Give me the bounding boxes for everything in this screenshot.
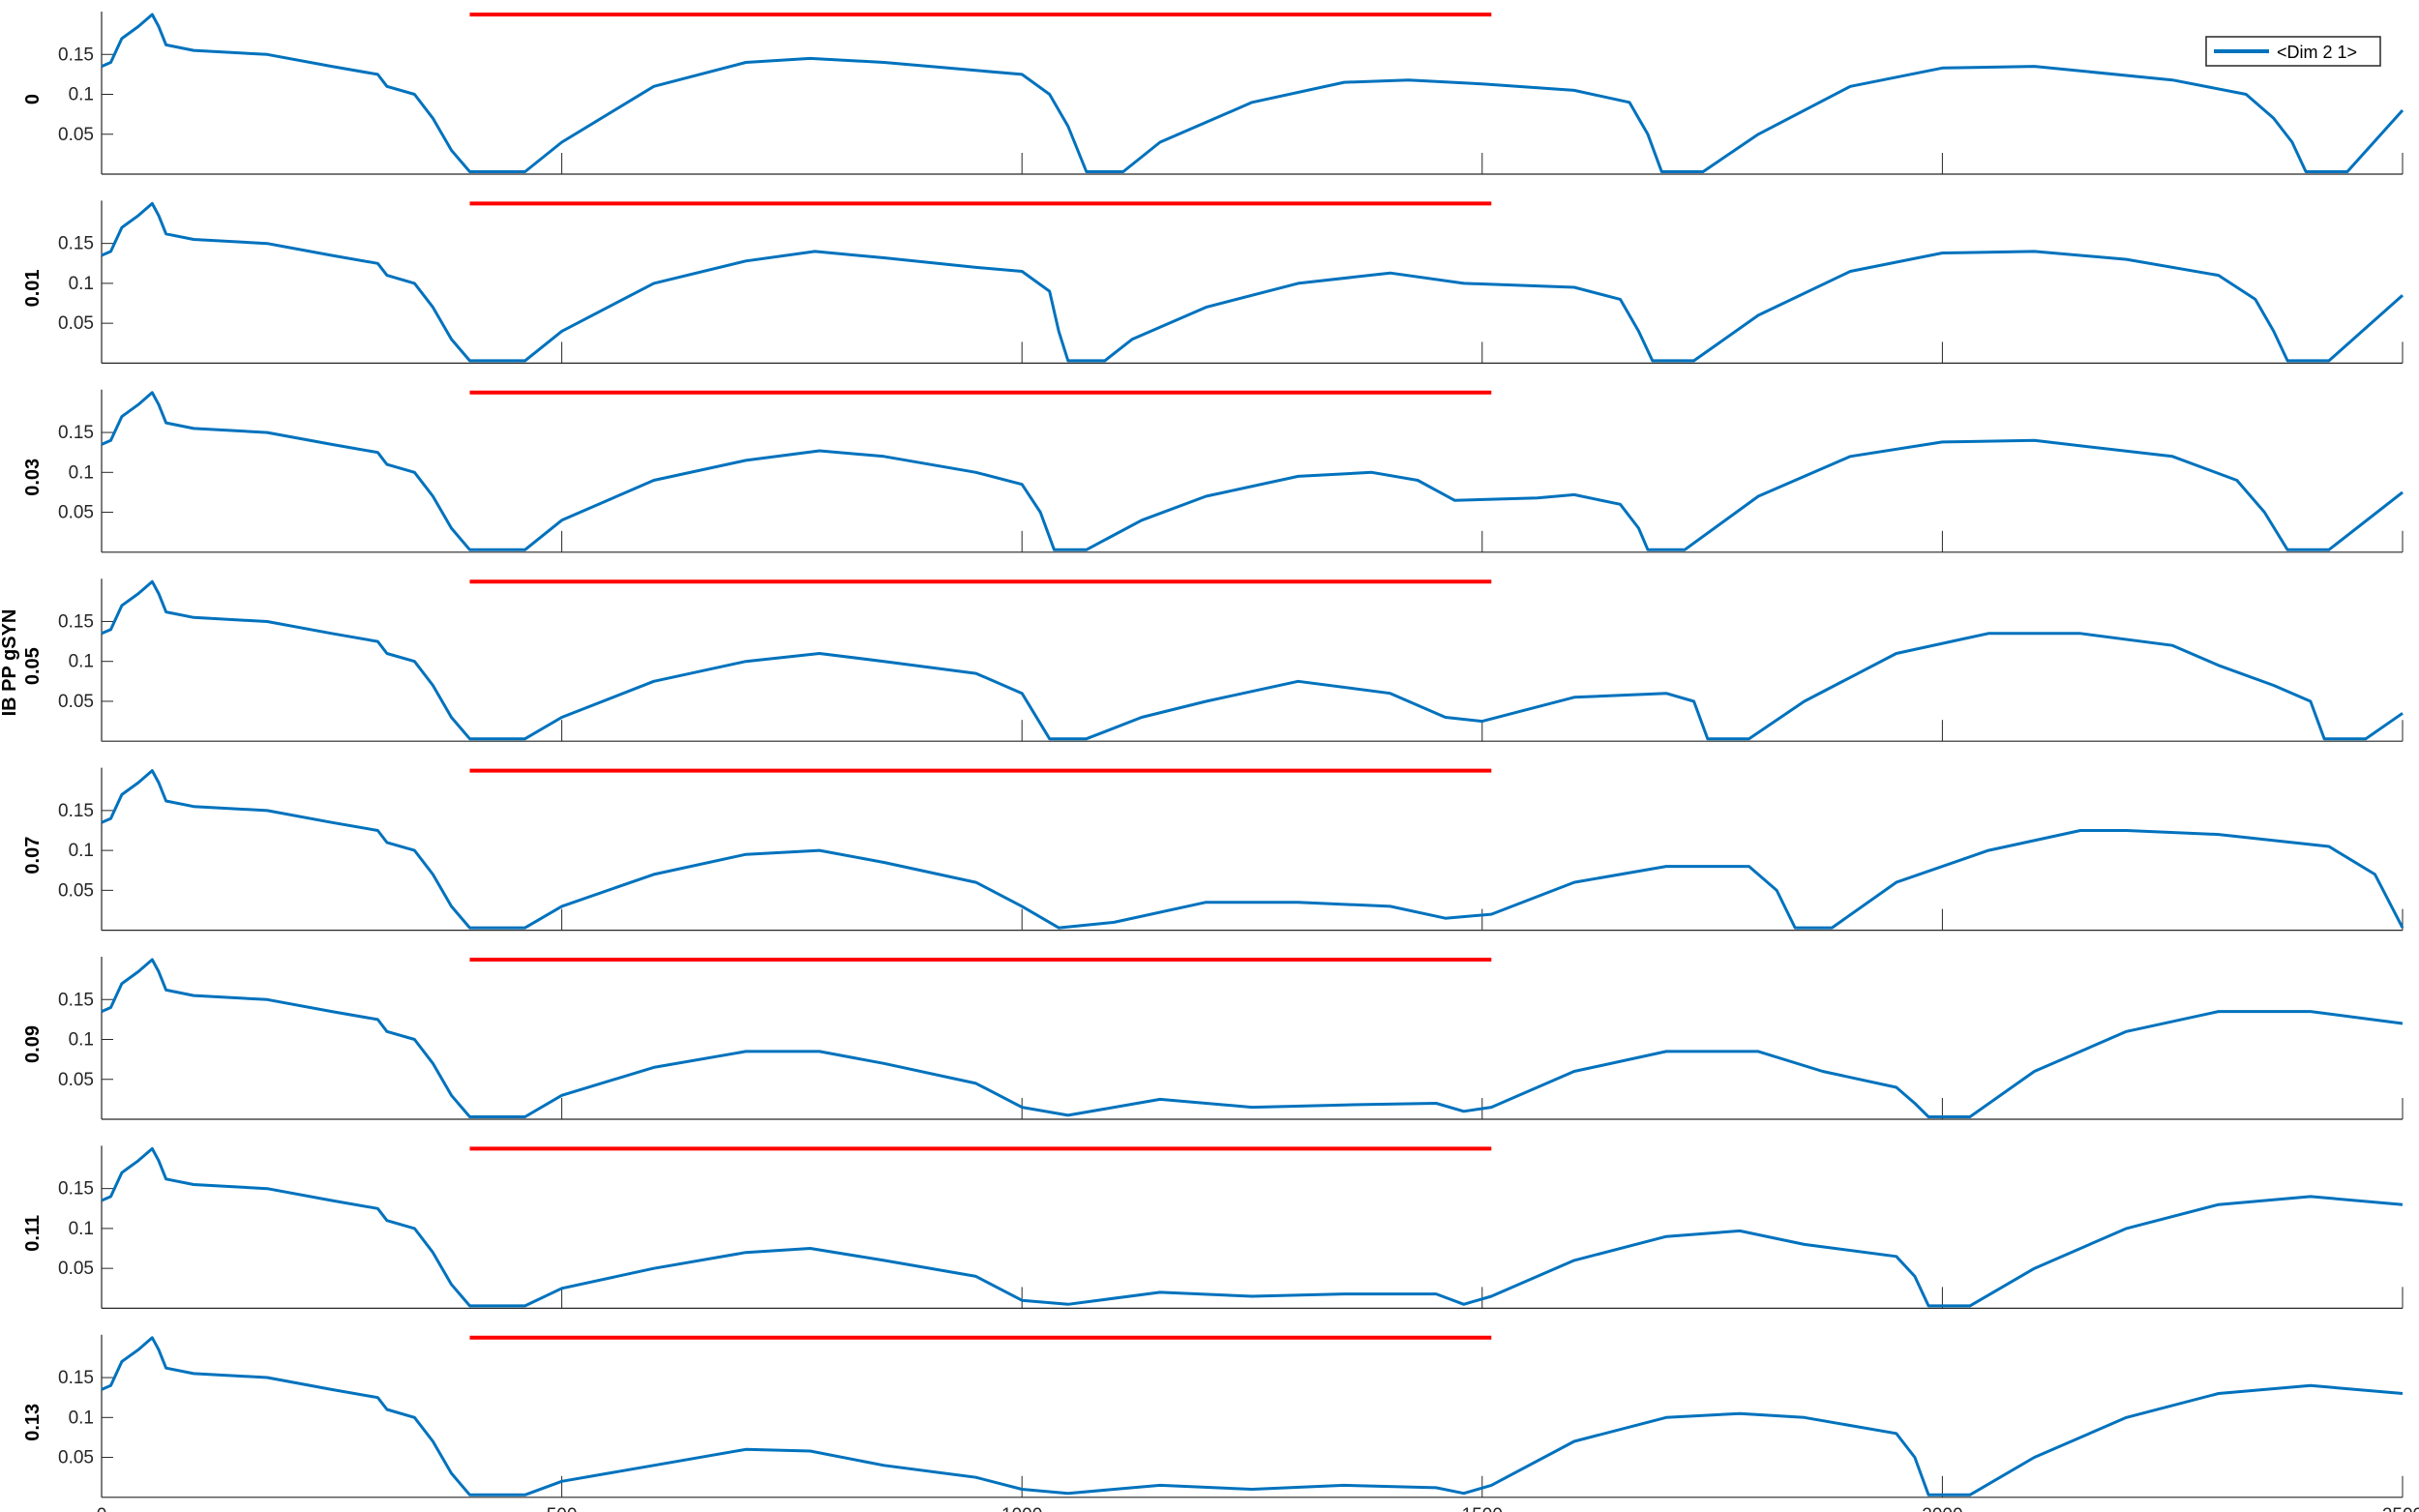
- panel-0.07: 0.05 0.1 0.15 0.07: [22, 767, 2404, 932]
- y-tick-label: 0.1: [69, 274, 94, 294]
- panel-0.11: 0.05 0.1 0.15 0.11: [22, 1145, 2404, 1310]
- y-tick-label: 0.1: [69, 841, 94, 861]
- y-tick-label: 0.15: [58, 990, 94, 1010]
- y-tick-label: 0.1: [69, 652, 94, 672]
- panel-0.01: 0.05 0.1 0.15 0.01: [22, 200, 2404, 364]
- series-line: [101, 579, 2404, 741]
- series-line: [101, 769, 2404, 930]
- panel-label: 0: [22, 94, 44, 104]
- y-tick-label: 0.05: [58, 1448, 94, 1468]
- y-tick-label: 0.15: [58, 801, 94, 821]
- panel-0: 0.05 0.1 0.15 0: [22, 12, 2404, 175]
- y-tick-label: 0.05: [58, 1070, 94, 1090]
- panel-label: 0.01: [22, 269, 44, 307]
- legend: <Dim 2 1>: [2205, 36, 2381, 67]
- y-tick-label: 0.1: [69, 462, 94, 483]
- x-tick-label: 2500: [2382, 1505, 2419, 1512]
- x-tick-label: 2000: [1922, 1505, 1962, 1512]
- x-tick-label: 1000: [1001, 1505, 1042, 1512]
- panel-label: 0.11: [22, 1215, 44, 1252]
- series-line: [101, 391, 2404, 551]
- y-tick-label: 0.1: [69, 1030, 94, 1051]
- panel-0.05: 0.05 0.1 0.15 0.05: [22, 578, 2404, 742]
- x-tick-label: 0: [97, 1505, 107, 1512]
- panel-0.03: 0.05 0.1 0.15 0.03: [22, 389, 2404, 553]
- panel-label: 0.09: [22, 1025, 44, 1063]
- legend-entry: <Dim 2 1>: [2277, 43, 2357, 62]
- panel-0.13: 0.05 0.1 0.15 0.13: [22, 1334, 2404, 1498]
- y-tick-label: 0.15: [58, 423, 94, 443]
- series-line: [101, 1146, 2404, 1308]
- panels: 0.050.10.1500.050.10.150.010.050.10.150.…: [22, 12, 2419, 1512]
- y-tick-label: 0.05: [58, 503, 94, 523]
- panel-0.09: 0.05 0.1 0.15 0.09: [22, 957, 2404, 1120]
- y-tick-label: 0.15: [58, 234, 94, 254]
- panel-label: 0.03: [22, 459, 44, 496]
- y-tick-label: 0.05: [58, 1259, 94, 1279]
- series-line: [101, 13, 2404, 173]
- y-tick-label: 0.05: [58, 125, 94, 145]
- y-tick-label: 0.05: [58, 880, 94, 901]
- y-tick-label: 0.1: [69, 1219, 94, 1239]
- y-tick-label: 0.15: [58, 44, 94, 65]
- x-tick-label: 500: [547, 1505, 578, 1512]
- y-tick-label: 0.1: [69, 85, 94, 105]
- y-tick-label: 0.15: [58, 611, 94, 632]
- panel-label: 0.07: [22, 837, 44, 875]
- y-tick-label: 0.05: [58, 313, 94, 334]
- y-tick-label: 0.15: [58, 1368, 94, 1388]
- y-tick-label: 0.1: [69, 1408, 94, 1428]
- series-line: [101, 958, 2404, 1118]
- figure-ylabel: IB PP gSYN: [0, 609, 20, 717]
- y-tick-label: 0.15: [58, 1179, 94, 1200]
- y-tick-label: 0.05: [58, 692, 94, 712]
- panel-label: 0.13: [22, 1404, 44, 1441]
- panel-label: 0.05: [22, 647, 44, 685]
- series-line: [101, 1336, 2404, 1497]
- series-line: [101, 201, 2404, 363]
